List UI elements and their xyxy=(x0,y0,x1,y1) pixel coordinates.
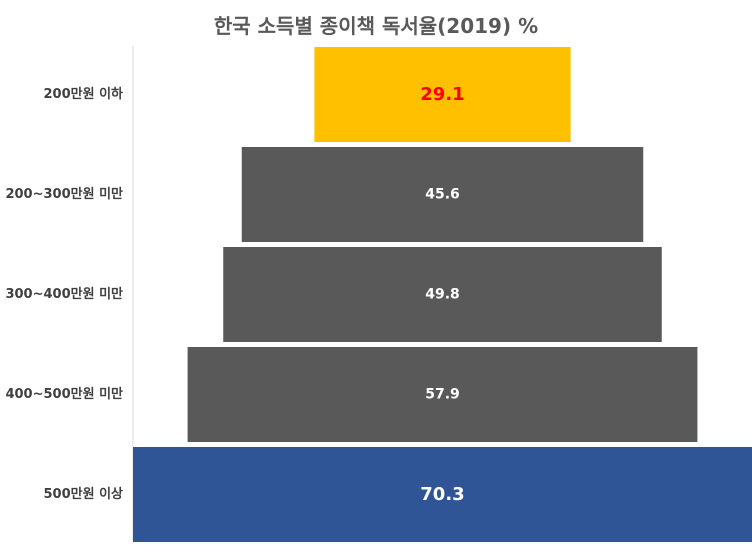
bar-1 xyxy=(241,147,644,242)
bar-4 xyxy=(133,447,752,542)
chart-title: 한국 소득별 종이책 독서율(2019) % xyxy=(213,14,539,38)
category-labels-group: 200만원 이하 200~300만원 미만 300~400만원 미만 400~500만… xyxy=(5,86,123,502)
bar-3 xyxy=(187,347,698,442)
category-label-1: 200~300만원 미만 xyxy=(5,186,123,202)
value-labels-group: 29.1 45.6 49.8 57.9 70.3 xyxy=(420,84,464,505)
value-label-1: 45.6 xyxy=(425,187,460,203)
category-label-0: 200만원 이하 xyxy=(43,86,123,102)
bar-0 xyxy=(314,47,571,142)
category-label-2: 300~400만원 미만 xyxy=(5,286,123,302)
category-label-4: 500만원 이상 xyxy=(43,486,123,502)
value-label-3: 57.9 xyxy=(425,387,460,403)
category-label-3: 400~500만원 미만 xyxy=(5,386,123,402)
bars-group xyxy=(133,47,752,542)
value-label-4: 70.3 xyxy=(420,484,464,505)
value-label-2: 49.8 xyxy=(425,287,460,303)
bar-2 xyxy=(223,247,662,342)
value-label-0: 29.1 xyxy=(420,84,464,105)
